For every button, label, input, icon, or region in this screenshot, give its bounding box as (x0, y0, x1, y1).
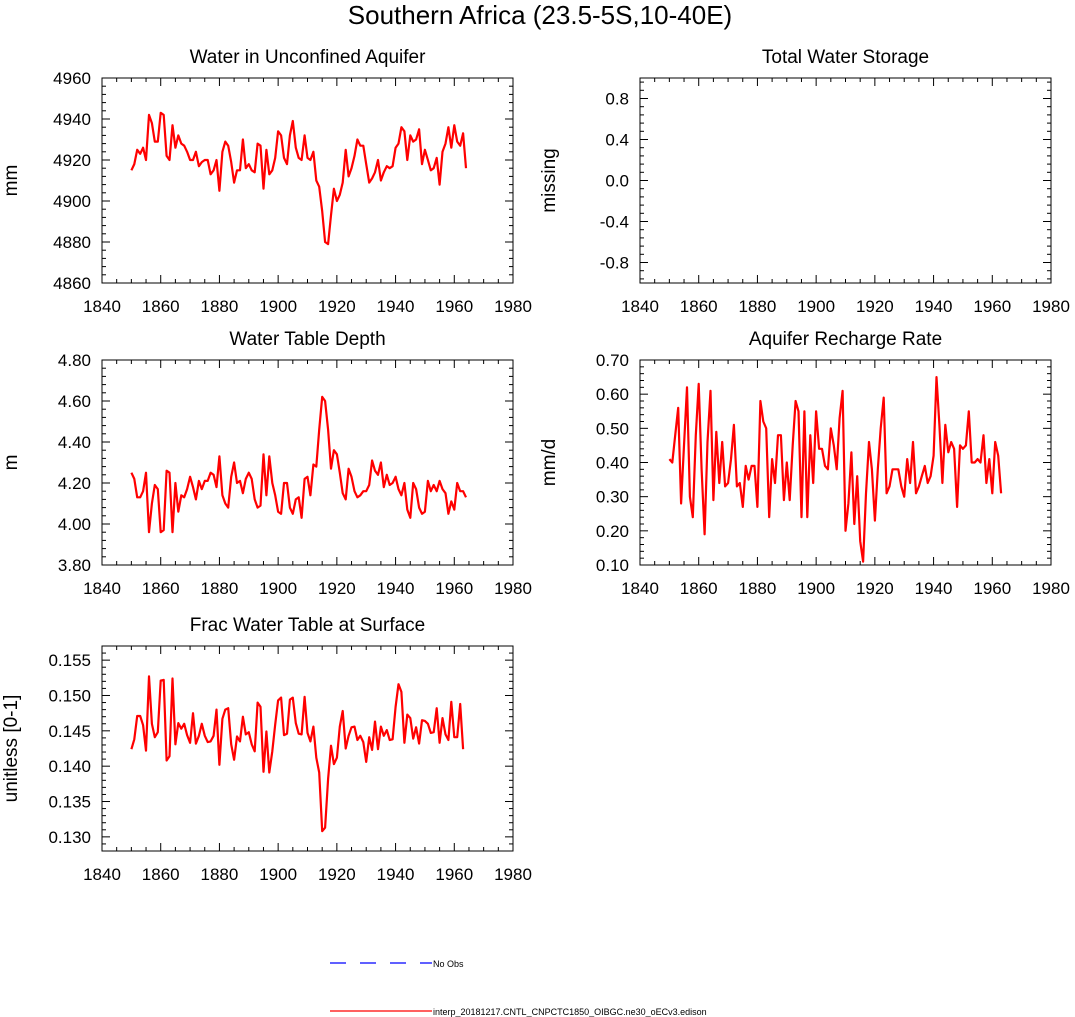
x-tick-label: 1960 (435, 865, 473, 884)
x-tick-label: 1940 (377, 579, 415, 598)
x-tick-label: 1920 (318, 297, 356, 316)
y-tick-label: 0.150 (48, 686, 91, 705)
y-tick-label: 0.40 (596, 454, 629, 473)
y-axis-label: missing (539, 148, 560, 212)
panel-arr: Aquifer Recharge Rate mm/d 1840 1860 1880 190… (539, 329, 1070, 598)
panel-title: Water in Unconfined Aquifer (190, 47, 427, 68)
panel-title: Water Table Depth (229, 329, 385, 350)
x-tick-label: 1940 (377, 865, 415, 884)
y-tick-label: 4.00 (58, 515, 91, 534)
y-tick-label: 0.50 (596, 419, 629, 438)
series-line (130, 111, 468, 246)
y-tick-label: -0.8 (600, 254, 629, 273)
x-tick-label: 1860 (142, 865, 180, 884)
x-tick-label: 1960 (435, 579, 473, 598)
x-tick-label: 1860 (142, 579, 180, 598)
y-tick-label: 0.4 (605, 131, 629, 150)
x-tick-label: 1960 (973, 579, 1011, 598)
y-axis-label: mm/d (539, 439, 560, 487)
y-tick-label: 4920 (53, 151, 91, 170)
panel-title: Total Water Storage (762, 47, 929, 68)
x-tick-label: 1860 (680, 579, 718, 598)
x-tick-label: 1980 (1032, 297, 1070, 316)
y-tick-label: 4.60 (58, 392, 91, 411)
panel-title: Frac Water Table at Surface (190, 615, 426, 636)
plot-frame (101, 359, 514, 566)
x-tick-label: 1900 (259, 579, 297, 598)
panel-wtd: Water Table Depth m 1840 1860 1880 1900 1920 19… (1, 329, 532, 598)
legend-model-label: interp_20181217.CNTL_CNPCTC1850_OIBGC.ne… (433, 1007, 707, 1017)
x-tick-label: 1880 (739, 297, 777, 316)
y-tick-label: 0.60 (596, 385, 629, 404)
y-tick-label: 0.140 (48, 757, 91, 776)
x-tick-label: 1920 (318, 579, 356, 598)
x-tick-label: 1900 (259, 865, 297, 884)
y-tick-label: 4.40 (58, 433, 91, 452)
y-axis-label: unitless [0-1] (1, 695, 22, 803)
x-tick-label: 1900 (259, 297, 297, 316)
y-tick-label: 0.155 (48, 651, 91, 670)
y-tick-label: 0.10 (596, 556, 629, 575)
y-tick-label: -0.4 (600, 213, 629, 232)
x-tick-label: 1840 (83, 865, 121, 884)
x-tick-label: 1880 (739, 579, 777, 598)
x-tick-label: 1980 (494, 865, 532, 884)
y-tick-label: 3.80 (58, 556, 91, 575)
x-tick-label: 1960 (435, 297, 473, 316)
x-tick-label: 1840 (83, 297, 121, 316)
y-tick-label: 0.20 (596, 522, 629, 541)
x-tick-label: 1840 (621, 579, 659, 598)
series-line (668, 376, 1003, 563)
y-tick-label: 0.30 (596, 488, 629, 507)
x-tick-label: 1860 (680, 297, 718, 316)
plot-frame (101, 77, 514, 284)
y-tick-label: 0.0 (605, 172, 629, 191)
y-tick-label: 0.70 (596, 351, 629, 370)
x-tick-label: 1980 (1032, 579, 1070, 598)
x-tick-label: 1940 (915, 297, 953, 316)
y-axis-label: mm (1, 165, 22, 197)
y-tick-label: 4860 (53, 274, 91, 293)
x-tick-label: 1920 (318, 865, 356, 884)
x-tick-label: 1940 (377, 297, 415, 316)
x-tick-label: 1860 (142, 297, 180, 316)
x-tick-label: 1920 (856, 297, 894, 316)
y-tick-label: 4940 (53, 110, 91, 129)
y-tick-label: 0.8 (605, 90, 629, 109)
x-tick-label: 1900 (797, 579, 835, 598)
y-tick-label: 4.20 (58, 474, 91, 493)
x-tick-label: 1980 (494, 297, 532, 316)
x-tick-label: 1880 (201, 297, 239, 316)
x-tick-label: 1980 (494, 579, 532, 598)
legend: No Obs interp_20181217.CNTL_CNPCTC1850_O… (330, 959, 707, 1017)
y-axis-label: m (1, 455, 22, 471)
y-tick-label: 4960 (53, 69, 91, 88)
figure-title: Southern Africa (23.5-5S,10-40E) (348, 0, 732, 30)
x-tick-label: 1900 (797, 297, 835, 316)
panel-tws: Total Water Storage missing 1840 1860 1880 19… (539, 47, 1070, 316)
y-tick-label: 0.145 (48, 722, 91, 741)
x-tick-label: 1880 (201, 579, 239, 598)
panel-wa: Water in Unconfined Aquifer mm 1840 1860 188… (1, 47, 532, 316)
x-tick-label: 1840 (621, 297, 659, 316)
panels-container: Water in Unconfined Aquifer mm 1840 1860 188… (1, 47, 1070, 884)
series-line (130, 675, 465, 833)
plot-frame (639, 77, 1052, 284)
x-tick-label: 1940 (915, 579, 953, 598)
x-tick-label: 1960 (973, 297, 1011, 316)
x-tick-label: 1920 (856, 579, 894, 598)
plot-frame (101, 645, 514, 852)
panel-title: Aquifer Recharge Rate (749, 329, 942, 350)
y-tick-label: 4880 (53, 233, 91, 252)
y-tick-label: 4900 (53, 192, 91, 211)
y-tick-label: 0.130 (48, 828, 91, 847)
series-line (130, 395, 467, 534)
x-tick-label: 1840 (83, 579, 121, 598)
x-tick-label: 1880 (201, 865, 239, 884)
panel-fwts: Frac Water Table at Surface unitless [0-1… (1, 615, 532, 884)
legend-obs-label: No Obs (433, 959, 464, 969)
y-tick-label: 0.135 (48, 793, 91, 812)
y-tick-label: 4.80 (58, 351, 91, 370)
